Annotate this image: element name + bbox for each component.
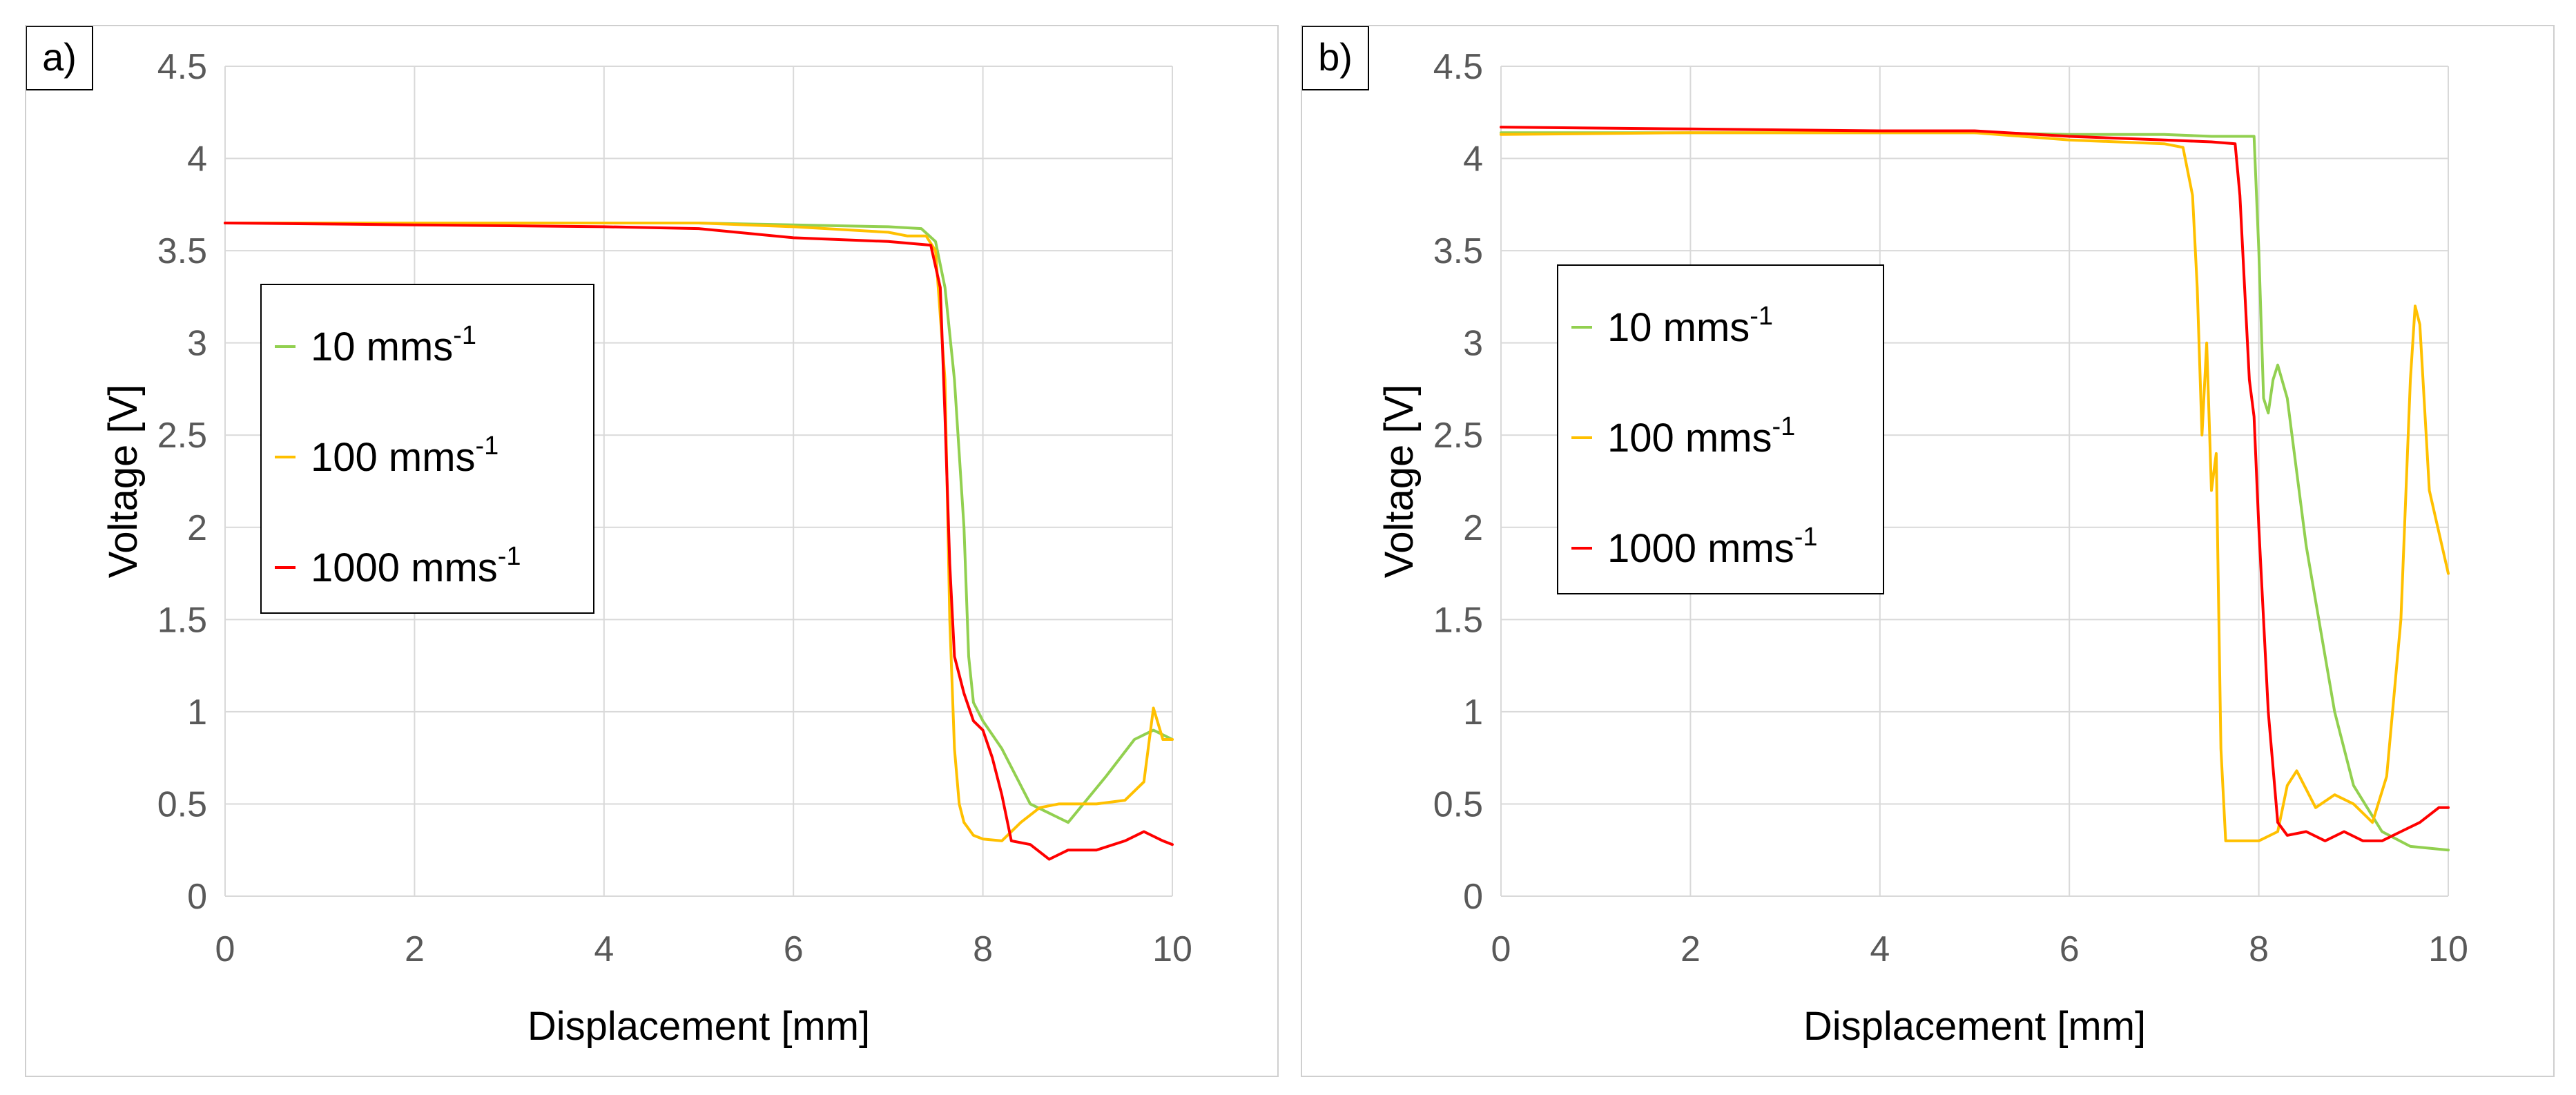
x-tick-label: 10 <box>1152 929 1192 969</box>
y-tick-label: 1.5 <box>1433 600 1483 640</box>
y-tick-label: 1.5 <box>157 600 207 640</box>
y-tick-label: 3.5 <box>157 231 207 271</box>
legend-label-superscript: -1 <box>1750 302 1773 331</box>
x-tick-label: 2 <box>1681 929 1701 969</box>
legend-label: 10 mms <box>311 324 453 369</box>
x-tick-label: 0 <box>215 929 235 969</box>
panel-label-box <box>26 26 93 90</box>
y-tick-label: 2 <box>1463 508 1483 548</box>
legend-box <box>260 284 594 614</box>
y-tick-label: 4.5 <box>157 47 207 87</box>
legend-entry: 10 mms-1 <box>311 321 476 369</box>
legend-entry: 1000 mms-1 <box>1607 523 1818 571</box>
series-line-1000-mms-2 <box>224 222 1174 861</box>
y-tick-label: 0.5 <box>1433 784 1483 824</box>
x-tick-label: 8 <box>2249 929 2269 969</box>
gridlines <box>1500 66 2449 897</box>
legend-label-superscript: -1 <box>1794 523 1818 552</box>
y-axis-title: Voltage [V] <box>1377 385 1422 579</box>
legend-entry: 1000 mms-1 <box>311 542 521 590</box>
legend-entry: 10 mms-1 <box>1607 302 1773 350</box>
y-tick-label: 2 <box>187 508 207 548</box>
legend-label-superscript: -1 <box>453 321 476 350</box>
y-tick-label: 2.5 <box>1433 416 1483 456</box>
legend-label-superscript: -1 <box>498 542 521 571</box>
y-tick-label: 3 <box>1463 324 1483 364</box>
panel-label: b) <box>1318 35 1353 79</box>
y-tick-label: 0.5 <box>157 784 207 824</box>
legend-label: 100 mms <box>1607 416 1772 461</box>
legend-box <box>1557 264 1884 594</box>
series-line-1000-mms-2 <box>1500 126 2450 842</box>
legend-label-superscript: -1 <box>1772 412 1796 441</box>
x-tick-label: 0 <box>1491 929 1511 969</box>
chart-panel-b: 0 0.5 1 1.5 2 2.5 3 3.5 4 4.5 0 2 4 6 8 10 Displacement … <box>1301 25 2555 1077</box>
y-tick-label: 4 <box>1463 139 1483 180</box>
y-tick-label: 4 <box>187 139 207 180</box>
legend-label: 1000 mms <box>1607 526 1794 571</box>
chart-panel-a: 0 0.5 1 1.5 2 2.5 3 3.5 4 4.5 0 2 4 6 8 10 Displacement … <box>25 25 1279 1077</box>
legend-entry: 100 mms-1 <box>1607 412 1795 461</box>
y-tick-label: 0 <box>1463 877 1483 917</box>
y-tick-label: 3 <box>187 324 207 364</box>
panel-label-box <box>1302 26 1369 90</box>
series-line-100-mms-1 <box>224 222 1174 842</box>
chart-b-svg: 0 0.5 1 1.5 2 2.5 3 3.5 4 4.5 0 2 4 6 8 10 Displacement … <box>1302 26 2468 1049</box>
y-axis-title: Voltage [V] <box>101 385 146 579</box>
y-tick-label: 0 <box>187 877 207 917</box>
y-tick-label: 3.5 <box>1433 231 1483 271</box>
legend-entry: 100 mms-1 <box>311 432 498 480</box>
legend-label: 1000 mms <box>311 545 498 590</box>
x-axis-title: Displacement [mm] <box>527 1004 870 1049</box>
chart-a-svg: 0 0.5 1 1.5 2 2.5 3 3.5 4 4.5 0 2 4 6 8 10 Displacement … <box>26 26 1192 1049</box>
x-tick-label: 6 <box>784 929 804 969</box>
x-tick-label: 6 <box>2060 929 2080 969</box>
panel-label: a) <box>42 35 77 79</box>
series-line-100-mms-1 <box>1500 131 2450 842</box>
x-tick-label: 4 <box>1870 929 1890 969</box>
legend-label: 100 mms <box>311 435 476 480</box>
y-tick-label: 1 <box>187 692 207 733</box>
legend-label-superscript: -1 <box>476 432 499 461</box>
x-tick-label: 8 <box>973 929 993 969</box>
x-tick-label: 4 <box>594 929 614 969</box>
y-tick-label: 4.5 <box>1433 47 1483 87</box>
x-axis-title: Displacement [mm] <box>1803 1004 2146 1049</box>
legend-label: 10 mms <box>1607 305 1750 350</box>
y-tick-label: 1 <box>1463 692 1483 733</box>
x-tick-label: 2 <box>405 929 425 969</box>
y-tick-label: 2.5 <box>157 416 207 456</box>
x-tick-label: 10 <box>2428 929 2468 969</box>
